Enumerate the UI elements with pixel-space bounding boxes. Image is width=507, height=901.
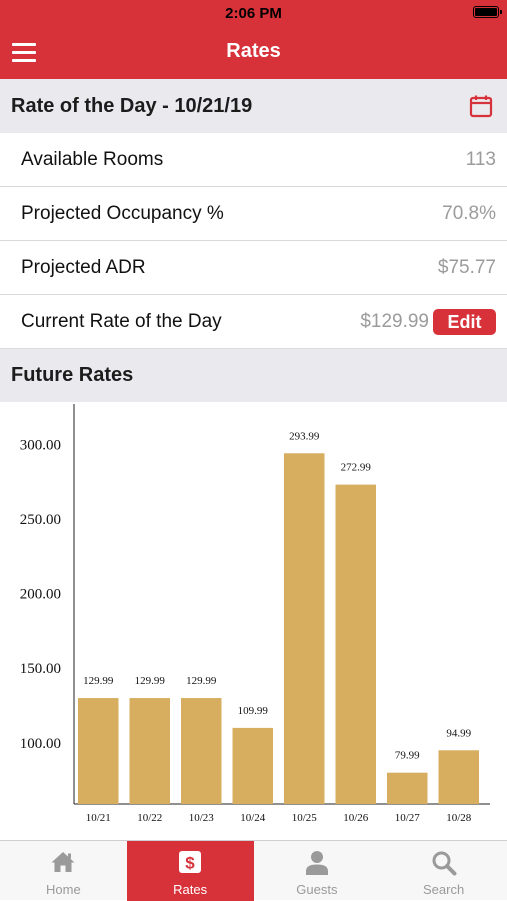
search-icon — [432, 851, 457, 876]
app-header: 2:06 PM Rates — [0, 0, 507, 79]
hamburger-menu-icon[interactable] — [12, 41, 38, 63]
chart-xtick-label: 10/27 — [395, 812, 421, 824]
home-icon — [51, 852, 75, 872]
chart-xtick-label: 10/25 — [292, 812, 318, 824]
future-rates-chart-area: 100.00 150.00 200.00 250.00 300.00 129.99 10/2… — [0, 402, 507, 840]
chart-data-label: 293.99 — [289, 430, 320, 442]
rate-of-day-title: Rate of the Day - 10/21/19 — [11, 95, 253, 117]
battery-icon — [473, 6, 502, 18]
tab-search[interactable]: Search — [380, 841, 507, 901]
projected-occupancy-label: Projected Occupancy % — [21, 203, 224, 224]
chart-ytick-label: 250.00 — [20, 512, 61, 528]
available-rooms-value: 113 — [465, 149, 496, 170]
chart-xtick-label: 10/21 — [86, 812, 111, 824]
available-rooms-label: Available Rooms — [21, 149, 164, 170]
chart-bar — [335, 484, 376, 804]
chart-data-label: 109.99 — [238, 705, 269, 717]
chart-data-label: 94.99 — [446, 727, 471, 739]
future-rates-header: Future Rates — [0, 349, 507, 402]
chart-xtick-label: 10/22 — [137, 812, 162, 824]
person-icon — [305, 851, 328, 875]
future-rates-chart: 100.00 150.00 200.00 250.00 300.00 129.99 10/2… — [20, 404, 490, 824]
chart-xtick-label: 10/26 — [343, 812, 369, 824]
tab-guests-label: Guests — [296, 882, 338, 897]
tab-guests[interactable]: Guests — [254, 841, 381, 901]
chart-data-label: 129.99 — [135, 675, 166, 687]
chart-bar — [438, 750, 479, 804]
current-rate-row: Current Rate of the Day $129.99 Edit — [0, 295, 507, 349]
chart-bar — [181, 698, 222, 804]
chart-bar — [78, 698, 119, 804]
tab-rates[interactable]: $ Rates — [126, 841, 254, 901]
chart-bar — [129, 698, 170, 804]
projected-occupancy-value: 70.8% — [442, 203, 496, 224]
rate-of-day-header: Rate of the Day - 10/21/19 — [0, 79, 507, 133]
tab-home-label: Home — [46, 882, 81, 897]
tab-search-label: Search — [423, 882, 465, 897]
projected-adr-row: Projected ADR $75.77 — [0, 241, 507, 295]
status-time: 2:06 PM — [225, 5, 282, 22]
svg-text:$: $ — [185, 854, 195, 873]
chart-xtick-label: 10/23 — [189, 812, 215, 824]
edit-rate-button[interactable]: Edit — [433, 309, 496, 335]
chart-ytick-label: 200.00 — [20, 587, 61, 603]
tab-home[interactable]: Home — [0, 841, 127, 901]
chart-data-label: 79.99 — [395, 750, 420, 762]
dollar-icon: $ — [179, 851, 202, 873]
page-title: Rates — [226, 40, 281, 62]
projected-occupancy-row: Projected Occupancy % 70.8% — [0, 187, 507, 241]
future-rates-title: Future Rates — [11, 364, 134, 386]
calendar-icon[interactable] — [469, 94, 493, 118]
chart-ytick-label: 300.00 — [20, 437, 61, 453]
chart-bar — [387, 772, 428, 804]
chart-data-label: 129.99 — [186, 675, 217, 687]
chart-data-label: 272.99 — [341, 462, 372, 474]
chart-xtick-label: 10/24 — [240, 812, 266, 824]
tab-rates-label: Rates — [173, 882, 208, 897]
available-rooms-row: Available Rooms 113 — [0, 133, 507, 187]
chart-bar — [232, 727, 273, 804]
current-rate-value: $129.99 — [360, 311, 429, 332]
chart-ytick-label: 150.00 — [20, 661, 61, 677]
projected-adr-value: $75.77 — [437, 257, 496, 278]
chart-data-label: 129.99 — [83, 675, 114, 687]
chart-xtick-label: 10/28 — [446, 812, 472, 824]
tab-bar: Home $ Rates Guests Search — [0, 840, 507, 901]
chart-bar — [284, 453, 325, 804]
chart-ytick-label: 100.00 — [20, 736, 61, 752]
projected-adr-label: Projected ADR — [21, 257, 146, 278]
current-rate-label: Current Rate of the Day — [21, 311, 222, 332]
